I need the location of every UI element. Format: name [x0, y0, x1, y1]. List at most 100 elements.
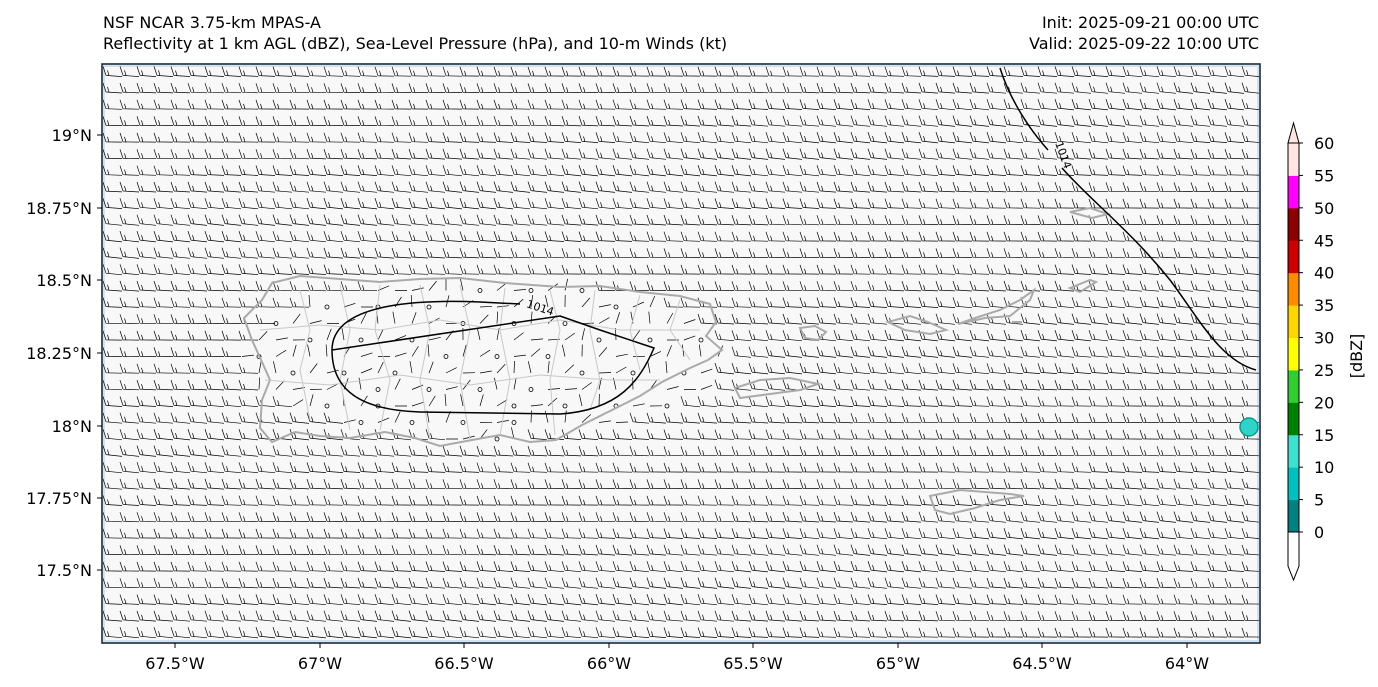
colorbar-block	[1288, 369, 1299, 403]
lon-label-64-5: 64.5°W	[1012, 654, 1072, 673]
colorbar-block	[1288, 143, 1299, 176]
calm-wind-marker	[375, 387, 381, 392]
calm-wind-marker	[409, 420, 415, 425]
map-panel	[103, 65, 1259, 642]
lon-label-66: 66°W	[587, 654, 631, 673]
colorbar-tick-label: 40	[1314, 264, 1334, 283]
calm-wind-marker	[511, 420, 517, 425]
lon-label-65-5: 65.5°W	[723, 654, 783, 673]
colorbar-tick-label: 10	[1314, 458, 1334, 477]
calm-wind-marker	[511, 403, 517, 409]
calm-wind-marker	[477, 387, 483, 392]
colorbar-tick-label: 20	[1314, 393, 1334, 412]
colorbar-tick-label: 35	[1314, 296, 1334, 315]
colorbar-ticks: 0 5 10 15 20 25 30 35 40 45 50 55 60	[1299, 134, 1334, 542]
colorbar-tick-label: 60	[1314, 134, 1334, 153]
time-info: Init: 2025-09-21 00:00 UTC Valid: 2025-0…	[1029, 12, 1259, 54]
calm-wind-marker	[426, 304, 432, 310]
colorbar-blocks	[1287, 121, 1300, 582]
calm-wind-marker	[426, 387, 432, 392]
colorbar-tick-label: 25	[1314, 361, 1334, 380]
calm-wind-marker	[273, 321, 279, 326]
wind-barb-field	[103, 66, 1259, 639]
colorbar-block	[1288, 272, 1299, 306]
map-edge-shading	[103, 65, 1259, 642]
lat-label-18-75: 18.75°N	[26, 199, 92, 218]
calm-wind-marker	[290, 370, 296, 376]
municipal-boundaries	[259, 284, 700, 441]
calm-wind-marker	[358, 420, 364, 425]
isobar-1014-pr	[331, 300, 656, 415]
calm-wind-marker	[477, 288, 483, 293]
lat-label-18-5: 18.5°N	[36, 271, 92, 290]
calm-wind-marker	[596, 337, 602, 343]
calm-wind-marker	[392, 370, 398, 376]
colorbar-block	[1288, 305, 1299, 338]
lat-label-18-25: 18.25°N	[26, 344, 92, 363]
calm-wind-marker	[698, 337, 704, 343]
calm-wind-marker	[494, 354, 500, 359]
calm-wind-marker	[443, 354, 449, 359]
colorbar-block	[1288, 337, 1299, 371]
calm-wind-marker	[579, 288, 585, 293]
colorbar: 0 5 10 15 20 25 30 35 40 45 50 55 60 [dBZ]	[1287, 121, 1366, 582]
lat-label-18: 18°N	[52, 417, 92, 436]
calm-wind-marker	[341, 370, 347, 376]
calm-wind-marker	[562, 403, 568, 409]
colorbar-tick-label: 55	[1314, 166, 1334, 185]
reflectivity-echo	[1239, 417, 1259, 437]
field-description: Reflectivity at 1 km AGL (dBZ), Sea-Leve…	[103, 34, 728, 53]
calm-wind-marker	[528, 288, 534, 293]
calm-wind-marker	[358, 337, 364, 343]
calm-wind-marker	[494, 436, 500, 442]
wind-barbs	[103, 66, 1259, 639]
lon-label-64: 64°W	[1165, 654, 1209, 673]
colorbar-tick-label: 50	[1314, 199, 1334, 218]
colorbar-extend-low	[1287, 531, 1300, 582]
calm-wind-marker	[460, 420, 466, 425]
figure-title: NSF NCAR 3.75-km MPAS-A Reflectivity at …	[103, 12, 727, 54]
colorbar-block	[1288, 402, 1299, 436]
model-title: NSF NCAR 3.75-km MPAS-A	[103, 13, 321, 32]
colorbar-block	[1288, 499, 1299, 533]
vieques-coastline	[733, 376, 822, 400]
calm-wind-marker	[664, 403, 670, 409]
st-croix-coastline	[928, 488, 1025, 516]
colorbar-tick-label: 45	[1314, 231, 1334, 250]
calm-wind-marker	[613, 304, 619, 310]
colorbar-block	[1288, 434, 1299, 468]
calm-wind-marker	[579, 370, 585, 376]
colorbar-tick-label: 5	[1314, 491, 1324, 510]
coastlines	[242, 206, 1112, 516]
colorbar-tick-label: 0	[1314, 523, 1324, 542]
isobar-1014-east	[999, 67, 1257, 371]
colorbar-block	[1288, 175, 1299, 209]
lat-label-17-75: 17.75°N	[26, 489, 92, 508]
culebra-coastline	[798, 324, 828, 342]
colorbar-label: [dBZ]	[1347, 334, 1366, 379]
lon-label-67: 67°W	[298, 654, 342, 673]
lon-label-66-5: 66.5°W	[434, 654, 494, 673]
longitude-axis: 67.5°W 67°W 66.5°W 66°W 65.5°W 65°W 64.5…	[145, 643, 1209, 673]
colorbar-block	[1288, 207, 1299, 241]
valid-time: Valid: 2025-09-22 10:00 UTC	[1028, 34, 1259, 53]
calm-wind-marker	[324, 403, 330, 409]
calm-wind-marker	[324, 304, 330, 310]
lon-label-65: 65°W	[876, 654, 920, 673]
puerto-rico-coastline	[242, 274, 724, 448]
calm-wind-marker	[647, 337, 653, 343]
colorbar-block	[1288, 467, 1299, 501]
lat-label-17-5: 17.5°N	[36, 561, 92, 580]
colorbar-block	[1288, 240, 1299, 274]
calm-wind-marker	[630, 370, 636, 376]
calm-wind-marker	[545, 354, 551, 359]
colorbar-tick-label: 15	[1314, 426, 1334, 445]
calm-wind-marker	[528, 387, 534, 392]
colorbar-tick-label: 30	[1314, 329, 1334, 348]
virgin-islands-coastline	[885, 278, 1099, 336]
lat-label-19: 19°N	[52, 126, 92, 145]
calm-wind-marker	[562, 321, 568, 326]
init-time: Init: 2025-09-21 00:00 UTC	[1041, 13, 1259, 32]
lon-label-67-5: 67.5°W	[145, 654, 205, 673]
